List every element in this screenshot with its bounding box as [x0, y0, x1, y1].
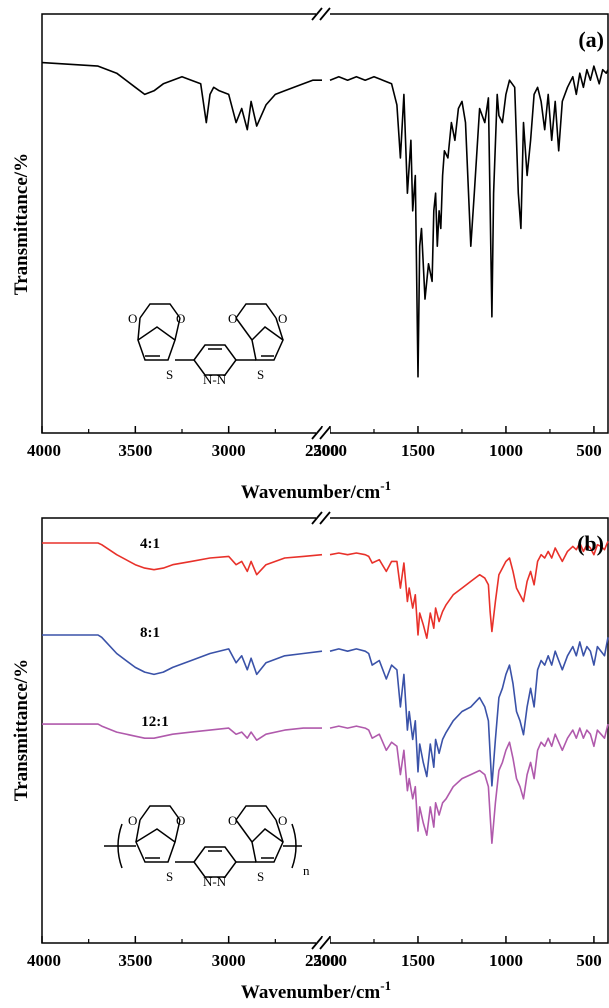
panel-a-top-axis-break: [311, 7, 331, 21]
panel-b-series-group: [42, 540, 609, 845]
panel-b-x-axis-title-main: Wavenumber/cm: [241, 982, 380, 1003]
panel-a-molecule-label-o3: O: [228, 311, 237, 326]
panel-b-tag: (b): [577, 531, 604, 556]
panel-b-series-4-1-high-wavenumber-line: [42, 542, 323, 576]
panel-b-series-label-8-1: 8:1: [140, 625, 160, 641]
panel-a-x-tick-label-500: 500: [576, 441, 602, 460]
panel-b-y-axis-title: Transmittance/%: [11, 659, 32, 801]
panel-b-x-tick-label-2500: 2500: [305, 951, 339, 970]
panel-a-molecule-label-o1: O: [128, 311, 137, 326]
panel-a-x-tick-label-3000: 3000: [212, 441, 246, 460]
panel-b-x-tick-label-1000: 1000: [489, 951, 523, 970]
panel-a-molecule-label-s2: S: [257, 367, 264, 382]
panel-a-molecule-label-nn: N-N: [203, 372, 227, 387]
panel-a-tag: (a): [578, 27, 604, 52]
panel-b-series-label-4-1: 4:1: [140, 536, 160, 552]
panel-b-series-8-1-high-wavenumber-line: [42, 634, 323, 676]
panel-a-y-axis-title: Transmittance/%: [11, 153, 32, 295]
panel-b-series-8-1-low-wavenumber-line: [329, 637, 609, 787]
panel-a-molecule-label-s1: S: [166, 367, 173, 382]
panel-b-molecule-label-o3: O: [228, 813, 237, 828]
panel-b-x-tick-label-1500: 1500: [401, 951, 435, 970]
panel-b-x-tick-label-500: 500: [576, 951, 602, 970]
panel-b-series-label-12-1: 12:1: [141, 714, 169, 730]
panel-b-x-tick-label-4000: 4000: [27, 951, 61, 970]
panel-b-x-tick-label-2000: 2000: [313, 951, 347, 970]
panel-a-x-tick-label-1500: 1500: [401, 441, 435, 460]
panel-a-molecule-label-o2: O: [176, 311, 185, 326]
panel-b-series-4-1-low-wavenumber-line: [329, 540, 609, 640]
panel-a-series-a-low-wavenumber-line: [329, 65, 609, 378]
panel-a-x-tick-label-2500: 2500: [305, 441, 339, 460]
panel-a-x-tick-label-3500: 3500: [118, 441, 152, 460]
panel-b-molecule-label-n: n: [303, 863, 310, 878]
panel-a-bottom-axis-break: [311, 426, 331, 440]
panel-b-series-12-1-low-wavenumber-line: [329, 723, 609, 845]
panel-a-molecule-label-o4: O: [278, 311, 287, 326]
panel-a-x-tick-label-4000: 4000: [27, 441, 61, 460]
panel-b-molecule-label-o2: O: [176, 813, 185, 828]
panel-a-plot-frame: [41, 13, 609, 434]
panel-b-molecule-label-o4: O: [278, 813, 287, 828]
panel-b-molecule-label-o1: O: [128, 813, 137, 828]
panel-a-x-axis-title-main: Wavenumber/cm: [241, 482, 380, 503]
panel-a-series-group: [41, 61, 609, 378]
panel-b-series-12-1-high-wavenumber-line: [42, 723, 322, 742]
panel-b-bottom-axis-break: [311, 936, 331, 950]
panel-a-series-a-high-wavenumber-line: [41, 61, 322, 131]
panel-a-x-tick-label-1000: 1000: [489, 441, 523, 460]
panel-a-molecule-labels: O O S N-N O O S: [128, 311, 287, 387]
panel-b-molecule-label-s2: S: [257, 869, 264, 884]
panel-b-x-axis-title: Wavenumber/cm-1: [241, 978, 391, 1003]
panel-b-x-tick-label-3500: 3500: [118, 951, 152, 970]
panel-b-x-tick-label-3000: 3000: [212, 951, 246, 970]
panel-b-top-axis-break: [311, 511, 331, 525]
panel-b-molecule-structure: [104, 805, 302, 878]
panel-a-x-tick-label-2000: 2000: [313, 441, 347, 460]
panel-b-x-axis-title-sup: -1: [380, 978, 391, 993]
panel-b-molecule-labels: O O S N-N O O S n: [128, 813, 310, 889]
panel-b-molecule-label-s1: S: [166, 869, 173, 884]
panel-a-x-axis-title-sup: -1: [380, 478, 391, 493]
panel-b-molecule-label-nn: N-N: [203, 874, 227, 889]
panel-a-molecule-structure: [137, 303, 284, 376]
panel-a-x-axis-title: Wavenumber/cm-1: [241, 478, 391, 503]
